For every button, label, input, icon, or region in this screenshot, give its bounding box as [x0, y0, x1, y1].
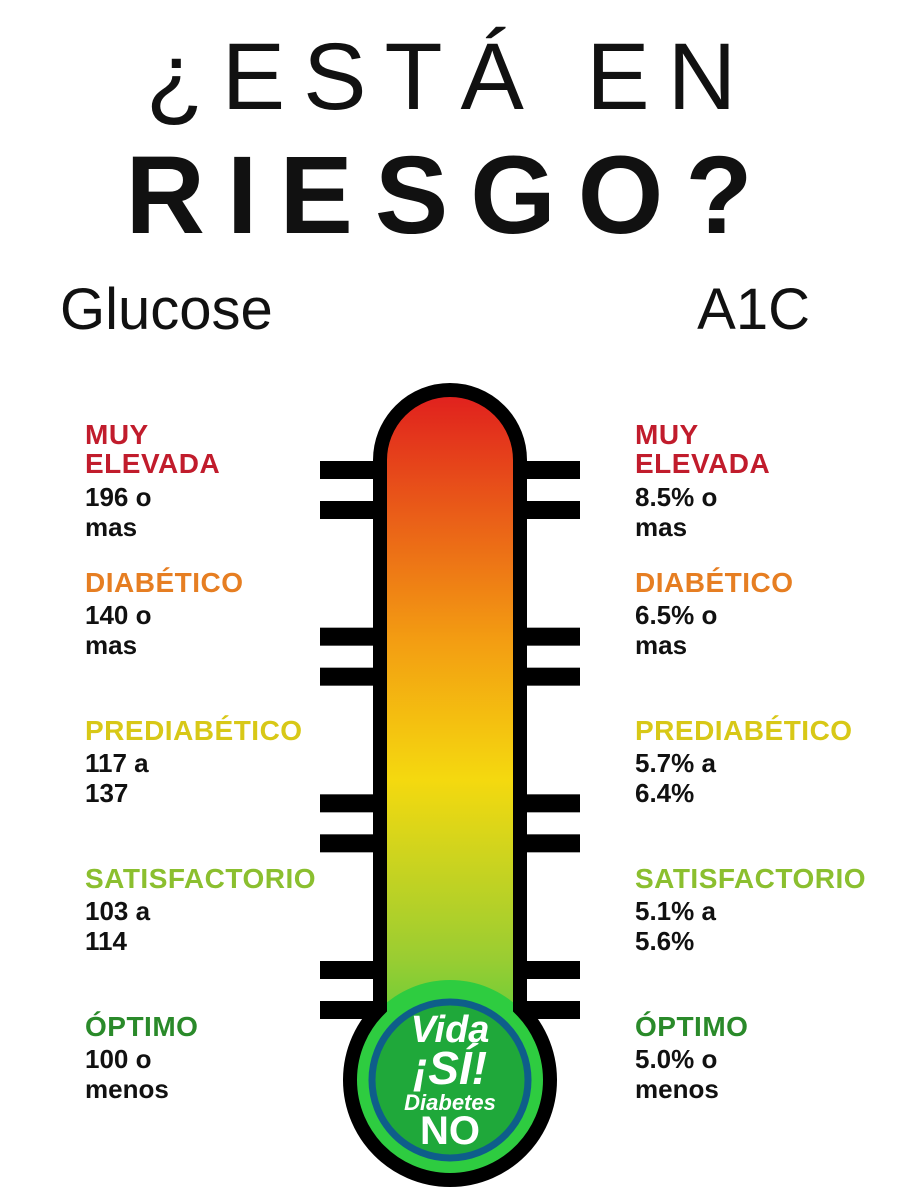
glucose-header: Glucose: [60, 276, 273, 343]
svg-text:NO: NO: [420, 1109, 480, 1153]
thermometer-area: MUYELEVADA196 omasDIABÉTICO140 omasPREDI…: [0, 380, 900, 1200]
title-block: ¿ESTÁ EN RIESGO?: [0, 0, 900, 256]
thermometer-graphic: Vida¡SÍ!DiabetesNO: [220, 380, 680, 1200]
title-line-1: ¿ESTÁ EN: [0, 30, 900, 125]
title-line-2: RIESGO?: [0, 135, 900, 256]
svg-text:¡SÍ!: ¡SÍ!: [413, 1042, 487, 1094]
a1c-header: A1C: [697, 276, 810, 343]
column-headers: Glucose A1C: [0, 256, 900, 343]
vida-si-logo: Vida¡SÍ!DiabetesNO: [372, 1002, 528, 1158]
